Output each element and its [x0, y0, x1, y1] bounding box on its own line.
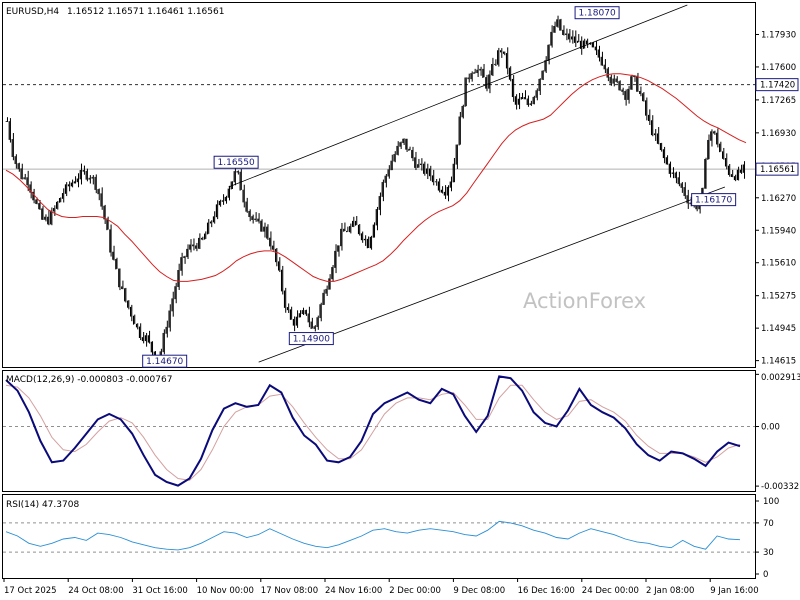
price-tick-label: 1.14945 [761, 324, 796, 334]
time-tick-label: 17 Oct 2025 [4, 586, 57, 596]
rsi-tick-label: 0 [763, 570, 768, 580]
price-pane-frame [2, 2, 756, 368]
annotation-label: 1.16550 [218, 158, 255, 168]
macd-indicator: 0.002913 0.00 -0.003327 [3, 373, 800, 492]
price-tick-label: 1.17930 [761, 30, 796, 40]
trend-channel [228, 4, 726, 363]
rsi-tick-label: 30 [763, 548, 774, 558]
annotation-box [142, 354, 188, 368]
annotation-label: 1.14900 [293, 335, 330, 345]
annotation-label: 1.14670 [146, 357, 183, 367]
lower-channel-line [258, 186, 726, 363]
price-annotations: 1.18070 1.16550 1.16170 1.14900 1.14670 [142, 6, 737, 368]
rsi-tick-label: 70 [763, 519, 774, 529]
time-tick-label: 24 Dec 00:00 [582, 586, 639, 596]
time-tick-label: 2 Dec 00:00 [389, 586, 441, 596]
macd-tick-label: -0.003327 [761, 482, 800, 492]
price-tick-label: 1.16270 [761, 194, 796, 204]
symbol-label: EURUSD,H4 [6, 7, 59, 17]
price-pane-title: EURUSD,H4 1.16512 1.16571 1.16461 1.1656… [6, 7, 224, 17]
price-tick-label: 1.15275 [761, 292, 796, 302]
time-tick-label: 31 Oct 16:00 [132, 586, 187, 596]
level-price-tag-label: 1.17420 [760, 81, 795, 91]
ohlc-label: 1.16512 1.16571 1.16461 1.16561 [67, 7, 224, 17]
macd-pane-frame [2, 370, 756, 492]
rsi-line [5, 520, 741, 551]
rsi-tick-label: 100 [763, 497, 779, 507]
macd-signal-line [5, 384, 741, 481]
macd-tick-label: 0.00 [761, 423, 780, 433]
level-price-tag [755, 162, 799, 176]
time-tick-label: 24 Nov 16:00 [325, 586, 382, 596]
time-tick-label: 16 Dec 16:00 [518, 586, 575, 596]
time-axis: 17 Oct 2025 24 Oct 08:00 31 Oct 16:00 10 No… [3, 578, 759, 596]
time-tick-label: 24 Oct 08:00 [68, 586, 123, 596]
price-tick-label: 1.15940 [761, 226, 796, 236]
annotation-box [213, 155, 259, 169]
price-tick-label: 1.16930 [761, 129, 796, 139]
watermark: ActionForex [523, 289, 646, 313]
time-tick-label: 9 Dec 08:00 [453, 586, 505, 596]
annotation-label: 1.16170 [695, 196, 732, 206]
annotation-label: 1.18070 [578, 9, 615, 19]
price-axis: 1.179301.176001.172651.169301.165951.162… [755, 30, 799, 367]
moving-average-line [5, 73, 747, 282]
rsi-pane-frame [2, 494, 756, 579]
annotation-box [691, 193, 737, 207]
level-price-tag-label: 1.16561 [760, 165, 795, 175]
time-tick-label: 17 Nov 08:00 [261, 586, 318, 596]
price-tick-label: 1.17600 [761, 63, 796, 73]
rsi-indicator: 100 70 30 0 [3, 497, 779, 580]
annotation-box [288, 332, 334, 346]
price-tick-label: 1.15610 [761, 259, 796, 269]
macd-pane-title: MACD(12,26,9) -0.000803 -0.000767 [6, 375, 172, 385]
time-tick-label: 9 Jan 16:00 [710, 586, 758, 596]
time-tick-label: 10 Nov 00:00 [197, 586, 254, 596]
level-price-tag [755, 78, 799, 92]
macd-tick-label: 0.002913 [761, 373, 800, 383]
annotation-box [574, 6, 620, 20]
price-tick-label: 1.17265 [761, 96, 796, 106]
upper-channel-line [228, 4, 688, 188]
macd-main-line [5, 375, 741, 487]
price-tick-label: 1.14615 [761, 357, 796, 367]
rsi-pane-title: RSI(14) 47.3708 [6, 500, 79, 510]
moving-average-series [5, 73, 747, 282]
horizontal-levels [3, 84, 755, 170]
time-tick-label: 2 Jan 08:00 [646, 586, 694, 596]
